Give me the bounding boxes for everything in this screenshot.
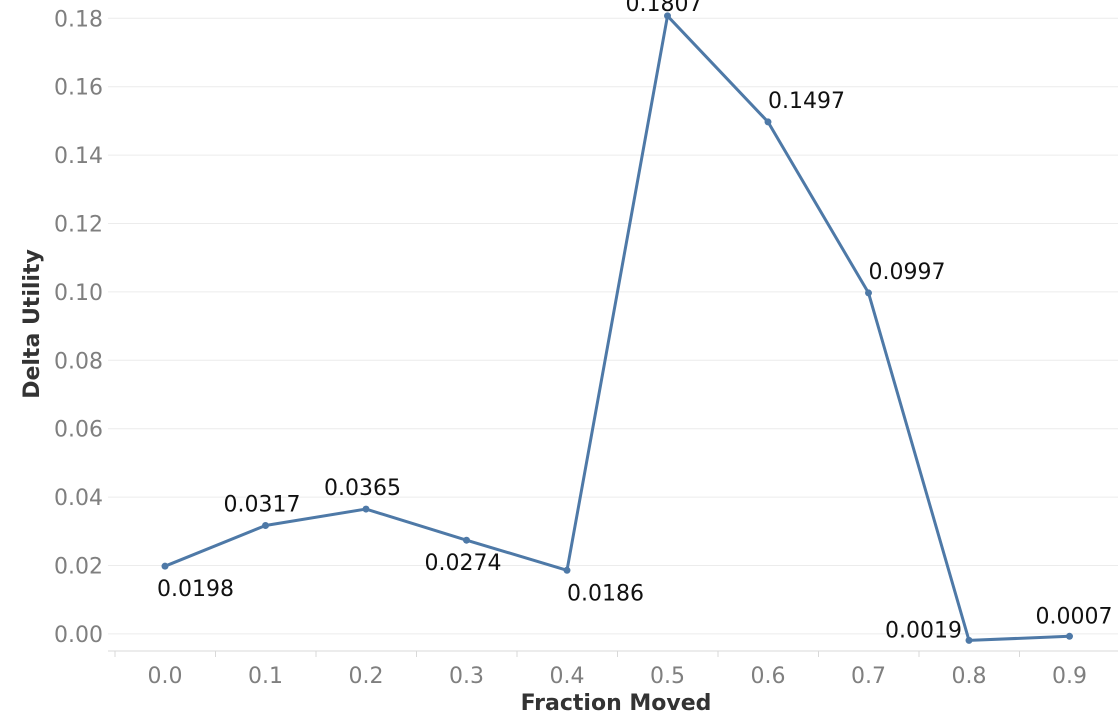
data-label: 0.0365 [324,476,401,501]
data-point [965,636,973,644]
y-tick-label: 0.10 [54,281,103,306]
data-label: 0.0186 [567,581,644,606]
data-label: 0.0007 [1036,604,1113,629]
data-point [262,521,269,529]
series-line [164,14,1070,642]
data-point [463,536,470,544]
data-label: 0.0317 [224,492,301,517]
data-point [764,118,772,126]
x-tick-label: 0.8 [952,664,987,689]
x-tick-label: 0.3 [449,664,484,689]
y-tick-label: 0.12 [54,213,103,238]
y-axis-title: Delta Utility [20,249,45,399]
data-point [1066,632,1073,640]
data-label: 0.1807 [626,0,703,17]
x-tick-label: 0.9 [1052,664,1087,689]
y-tick-label: 0.18 [54,7,103,32]
y-tick-label: 0.00 [54,623,103,648]
data-point [362,505,370,513]
x-tick-label: 0.4 [550,664,585,689]
data-label: 0.0997 [869,260,946,285]
x-tick-label: 0.6 [751,664,786,689]
series-layer [161,12,1073,644]
x-axis-title: Fraction Moved [521,691,712,716]
y-tick-label: 0.02 [54,555,103,580]
x-tick-label: 0.5 [650,664,685,689]
data-label: 0.0019 [885,618,962,643]
data-labels: 0.0198 0.0317 0.0365 0.0274 0.0186 0.1807 0.14… [157,0,1112,643]
data-point [664,12,671,20]
y-tick-label: 0.04 [54,486,103,511]
grid-lines [108,17,1118,635]
data-label: 0.1497 [768,89,845,114]
y-tick-label: 0.08 [54,349,103,374]
axes: 0.00 0.02 0.04 0.06 0.08 0.10 0.12 0.14 0.16 0.18… [54,7,1118,689]
x-tick-label: 0.1 [248,664,283,689]
data-point [161,562,169,570]
y-tick-label: 0.16 [54,76,103,101]
y-tick-label: 0.06 [54,418,103,443]
x-tick-label: 0.0 [148,664,183,689]
data-point [563,566,571,574]
y-tick-label: 0.14 [54,144,103,169]
data-label: 0.0198 [157,577,234,602]
x-tick-label: 0.7 [851,664,886,689]
data-label: 0.0274 [425,551,502,576]
data-point [865,289,872,297]
x-tick-label: 0.2 [349,664,384,689]
